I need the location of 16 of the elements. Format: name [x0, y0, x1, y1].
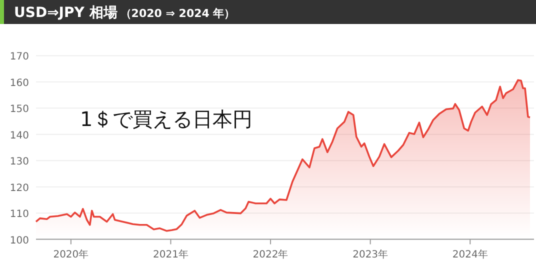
y-tick-label: 150: [10, 104, 29, 116]
chart-subtitle: （2020 ⇒ 2024 年）: [120, 7, 236, 20]
x-tick-label: 2024年: [452, 248, 488, 260]
y-tick-label: 110: [10, 209, 29, 220]
x-tick-label: 2023年: [352, 248, 388, 260]
y-tick-label: 130: [10, 156, 29, 168]
y-tick-label: 120: [10, 182, 29, 194]
y-tick-label: 170: [10, 52, 29, 63]
x-tick-label: 2021年: [153, 248, 188, 260]
x-tick-label: 2020年: [53, 248, 89, 260]
y-tick-label: 100: [10, 235, 29, 246]
chart-title: USD⇒JPY 相場: [14, 5, 118, 21]
x-tick-label: 2022年: [252, 248, 288, 260]
annotation: 1＄で買える日本円: [80, 107, 253, 131]
y-tick-label: 140: [10, 130, 29, 142]
y-tick-label: 160: [10, 78, 29, 89]
